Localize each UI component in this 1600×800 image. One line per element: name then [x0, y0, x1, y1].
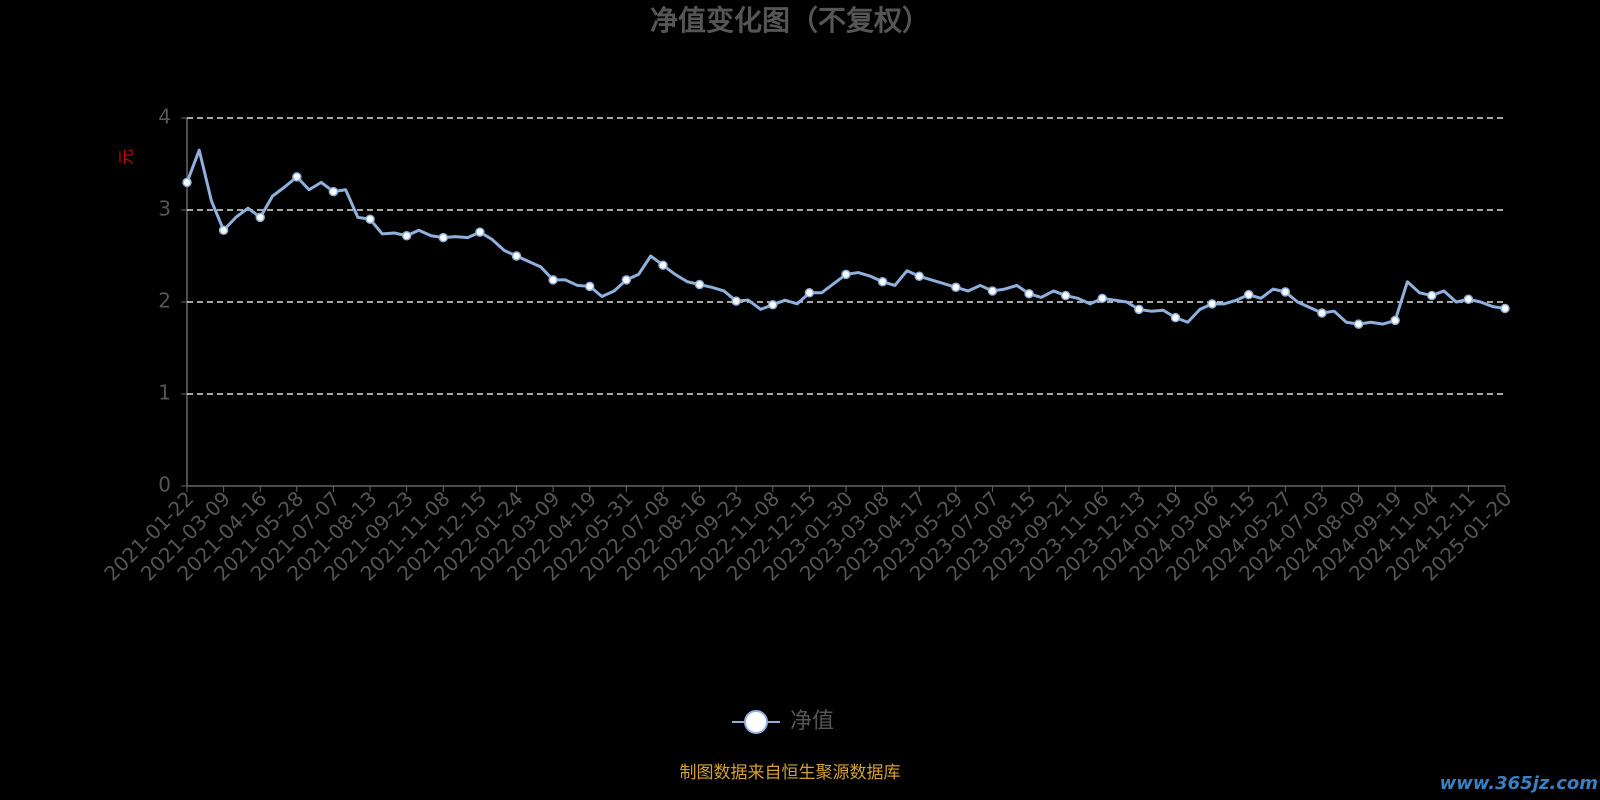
data-point [218, 225, 229, 235]
data-point [951, 282, 961, 293]
data-point [292, 172, 302, 182]
data-point [438, 232, 449, 243]
data-point [1280, 287, 1291, 297]
data-point [1170, 312, 1181, 323]
data-point [255, 212, 265, 223]
source-note: 制图数据来自恒生聚源数据库 [680, 763, 901, 783]
watermark: www.365jz.com [1440, 773, 1598, 794]
data-point [475, 227, 485, 237]
data-point [1097, 293, 1108, 304]
data-point [328, 186, 339, 197]
legend-marker [744, 710, 768, 734]
chart-title: 净值变化图（不复权） [650, 4, 930, 37]
y-tick-label: 1 [158, 381, 171, 405]
data-point [401, 231, 412, 241]
data-point [914, 271, 924, 281]
data-point [1317, 308, 1327, 318]
y-tick-label: 4 [158, 105, 171, 129]
y-axis-label: 元 [117, 149, 136, 165]
data-point [365, 214, 375, 224]
data-point [1024, 288, 1034, 299]
data-point [584, 281, 595, 292]
data-point [768, 300, 778, 310]
series-line [185, 148, 1506, 326]
data-point [694, 279, 705, 290]
y-tick-label: 2 [158, 289, 171, 313]
data-point [1353, 319, 1364, 329]
data-point [841, 269, 851, 280]
data-point [548, 275, 558, 285]
data-point [1060, 290, 1071, 301]
legend-label: 净值 [790, 709, 834, 734]
data-point [1134, 304, 1144, 315]
y-tick-label: 0 [158, 473, 171, 497]
data-point [1243, 289, 1254, 300]
data-point [658, 260, 668, 270]
data-point [1463, 294, 1474, 304]
data-point [987, 286, 998, 296]
data-point [1427, 290, 1437, 301]
data-point [1500, 303, 1510, 314]
data-point [877, 277, 888, 287]
data-point [731, 296, 741, 306]
y-tick-label: 3 [158, 197, 171, 221]
data-point [511, 251, 522, 261]
data-point [621, 275, 632, 285]
data-point [804, 288, 815, 298]
data-point [1207, 299, 1217, 309]
data-point [182, 177, 192, 188]
data-point [1390, 315, 1400, 326]
